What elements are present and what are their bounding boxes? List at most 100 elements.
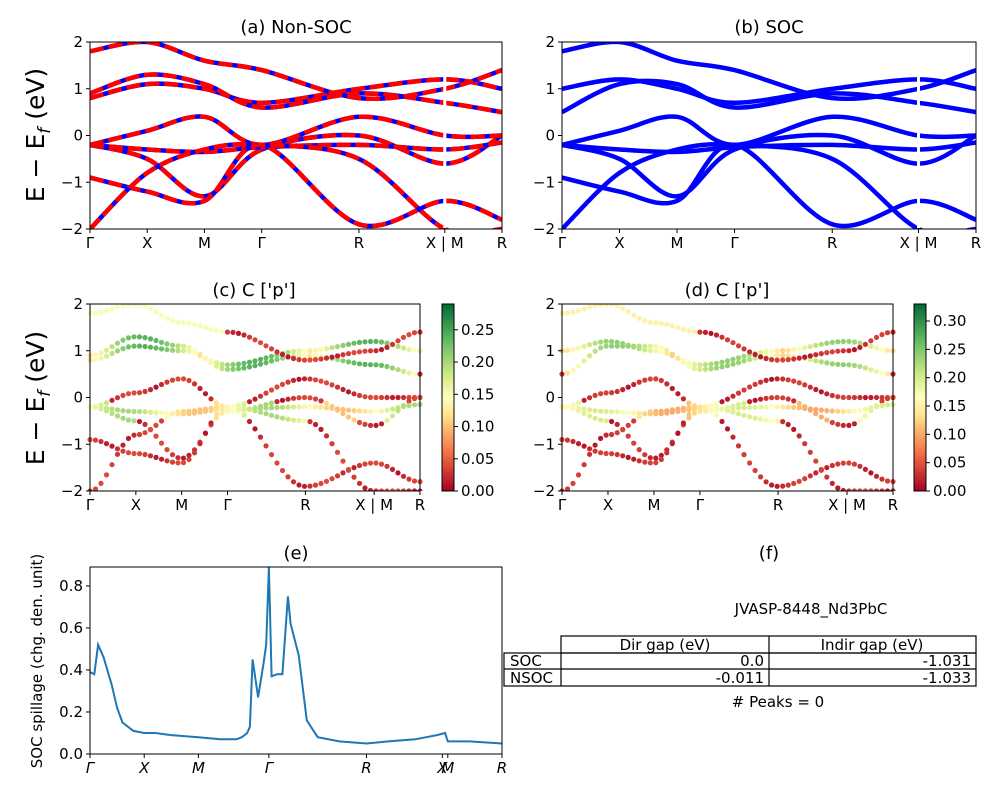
band-point: [131, 334, 137, 340]
band-point: [719, 418, 725, 425]
band-point: [873, 394, 880, 401]
y-tick-label: 2: [73, 295, 83, 313]
band-point: [807, 406, 813, 412]
band-point: [252, 337, 258, 343]
band-point: [400, 345, 407, 351]
band-point: [868, 394, 874, 401]
band-point: [125, 417, 132, 423]
band-point: [862, 488, 868, 491]
colorbar-tick-label: 0.15: [461, 385, 494, 403]
band-point: [675, 430, 681, 436]
band-point: [384, 407, 390, 413]
band-point: [575, 400, 582, 406]
band-point: [307, 404, 313, 410]
band-point: [235, 361, 242, 367]
band-point: [780, 483, 786, 489]
band-point: [411, 478, 418, 484]
band-point: [884, 371, 891, 377]
band-point: [653, 408, 659, 415]
band-point: [208, 396, 214, 402]
band-point: [862, 413, 869, 419]
band-point: [603, 450, 609, 457]
band-point: [807, 353, 813, 359]
band-point: [741, 387, 747, 393]
band-point: [268, 405, 275, 411]
band-point: [620, 453, 626, 459]
band-point: [296, 348, 302, 354]
band-point: [307, 376, 313, 382]
band-point: [257, 405, 264, 411]
y-tick-label: 2: [73, 33, 83, 51]
band-point: [142, 304, 148, 309]
band-point: [312, 357, 319, 363]
band-point: [158, 418, 165, 424]
y-tick-label: 1: [73, 80, 83, 98]
colorbar-ticks: 0.00 0.05 0.10 0.15 0.20 0.25 0.00 0.05 0.10 0.15…: [454, 312, 966, 500]
band-point: [103, 405, 110, 411]
band-point: [807, 384, 813, 390]
band-point: [312, 482, 319, 488]
band-point: [813, 406, 819, 413]
band-point: [114, 446, 121, 452]
band-point: [131, 432, 137, 438]
band-point: [769, 376, 775, 382]
band-point: [180, 320, 187, 326]
band-point: [400, 394, 407, 401]
band-point: [378, 408, 385, 414]
band-point: [186, 452, 192, 458]
band-point: [791, 480, 797, 487]
band-point: [274, 460, 280, 466]
y-tick-label: 1: [545, 80, 555, 98]
band-point: [581, 462, 587, 468]
band-point: [257, 434, 264, 440]
band-point: [708, 361, 714, 367]
band-point: [400, 334, 407, 340]
band-point: [279, 355, 286, 361]
band-point: [114, 451, 121, 457]
band-point: [362, 485, 368, 491]
band-point: [691, 410, 698, 416]
band-point: [818, 414, 824, 420]
band-point: [208, 326, 214, 332]
band-point: [109, 344, 115, 350]
band-point: [598, 304, 604, 308]
band-point: [564, 347, 571, 353]
band-point: [362, 339, 368, 345]
x-tick-label: X | M: [355, 496, 393, 514]
band-point: [153, 309, 159, 315]
band-point: [257, 361, 264, 367]
x-tick-label: X: [436, 759, 448, 777]
band-point: [642, 411, 648, 417]
band-point: [769, 348, 775, 354]
band-point: [774, 352, 780, 358]
band-point: [587, 395, 593, 401]
band-point: [581, 397, 587, 403]
band-point: [840, 348, 846, 354]
band-point: [796, 478, 802, 484]
band-point: [851, 421, 858, 427]
band-point: [835, 361, 841, 367]
x-tick-label: Γ: [696, 496, 705, 514]
band-point: [378, 347, 385, 353]
band-point: [125, 344, 132, 350]
band-point: [285, 416, 291, 422]
band-point: [824, 465, 830, 471]
band-point: [884, 402, 891, 408]
band-point: [719, 406, 725, 412]
band-point: [406, 488, 412, 491]
band-point: [318, 426, 324, 432]
band-point: [857, 363, 863, 370]
band-point: [367, 394, 374, 400]
band-point: [829, 480, 835, 486]
band-point: [780, 352, 786, 359]
band-point: [774, 357, 780, 363]
band-point: [103, 347, 110, 353]
band-point: [653, 348, 659, 354]
band-point: [686, 328, 692, 334]
band-point: [208, 360, 214, 366]
band-point: [340, 342, 346, 348]
band-point: [169, 411, 176, 417]
band-point: [323, 405, 330, 411]
y-tick-label: 0: [545, 389, 555, 407]
band-point: [884, 478, 891, 484]
